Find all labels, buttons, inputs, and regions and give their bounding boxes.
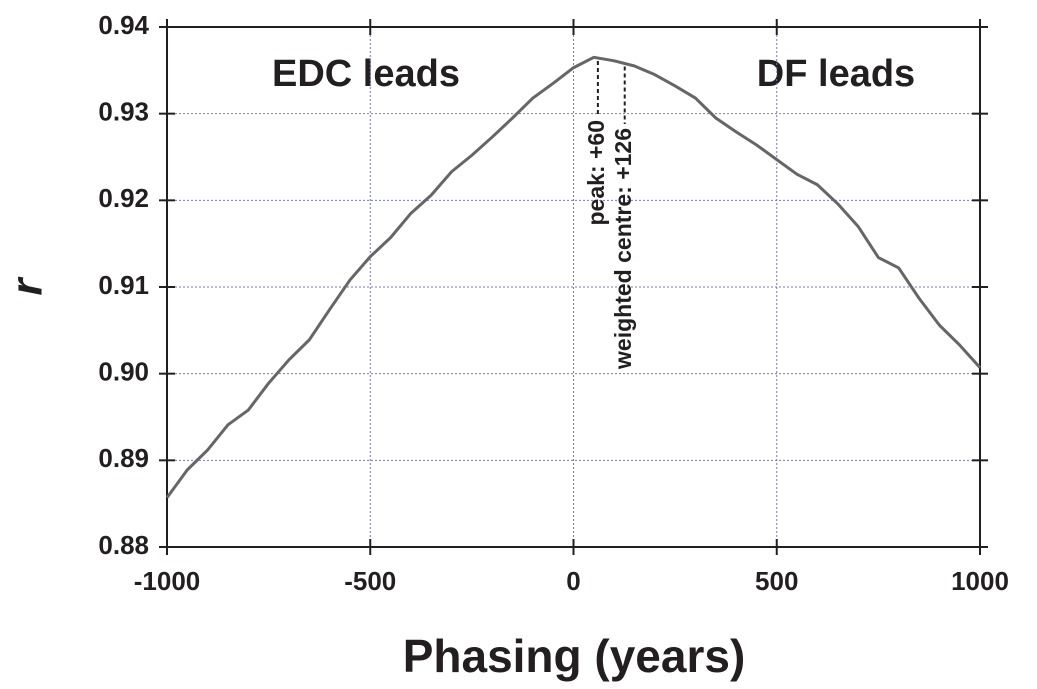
plot-frame <box>166 26 981 548</box>
marker-label: peak: +60 <box>583 120 609 226</box>
annotation: DF leads <box>757 53 915 95</box>
y-tick-label: 0.93 <box>98 97 149 127</box>
x-axis-title: Phasing (years) <box>403 630 746 682</box>
annotation: EDC leads <box>272 53 460 95</box>
x-tick-label: -1000 <box>134 566 201 596</box>
x-tick-label: -500 <box>344 566 396 596</box>
marker-label: weighted centre: +126 <box>610 128 636 370</box>
x-tick-label: 500 <box>755 566 798 596</box>
y-tick-label: 0.89 <box>98 443 149 473</box>
y-tick-label: 0.88 <box>98 530 149 560</box>
data-line <box>165 55 982 499</box>
y-axis-title: r <box>3 276 52 296</box>
x-tick-label: 0 <box>566 566 580 596</box>
y-tick-label: 0.91 <box>98 270 149 300</box>
y-tick-label: 0.90 <box>98 357 149 387</box>
x-tick-label: 1000 <box>951 566 1009 596</box>
y-tick-label: 0.94 <box>98 10 149 40</box>
y-tick-label: 0.92 <box>98 183 149 213</box>
